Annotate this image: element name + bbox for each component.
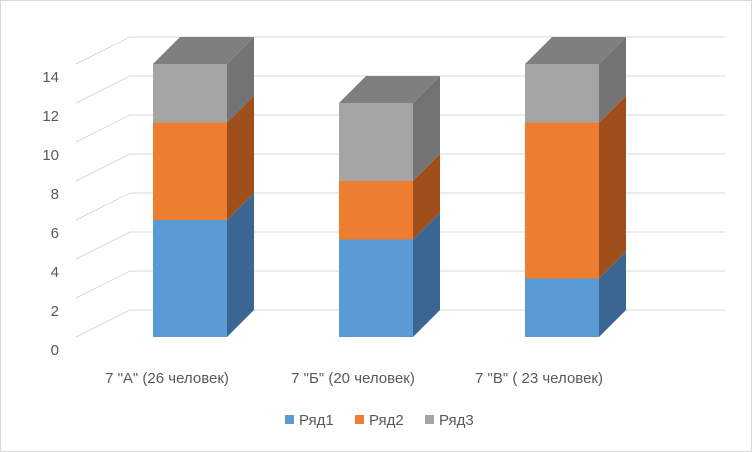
- bar-3-3-side: [599, 37, 626, 123]
- bar-top-2: [339, 76, 440, 103]
- category-label-3: 7 "В" ( 23 человек): [475, 370, 603, 387]
- bar-2-1-front: [153, 122, 227, 220]
- gridline-14: [75, 36, 725, 65]
- legend: Ряд1 Ряд2 Ряд3: [285, 412, 474, 429]
- bar-2-3-side: [599, 95, 626, 279]
- y-tick-label-0: 0: [51, 342, 59, 359]
- bar-1-2-side: [413, 212, 440, 337]
- y-tick-label-8: 8: [51, 186, 59, 203]
- gridlines: [75, 36, 725, 338]
- bar-2-3-front: [525, 122, 599, 279]
- bar-stack-1: [153, 37, 254, 337]
- legend-swatch-2: [355, 415, 364, 424]
- bar-2-2-side: [413, 154, 440, 240]
- bar-3-3-front: [525, 64, 599, 123]
- bars: [153, 37, 626, 337]
- legend-label-3: Ряд3: [439, 412, 474, 429]
- y-axis-tick-labels: 0 2 4 6 8 10 12 14: [42, 69, 59, 359]
- x-axis-category-labels: 7 "А" (26 человек) 7 "Б" (20 человек) 7 "В…: [105, 370, 603, 387]
- bar-2-1-side: [227, 95, 254, 220]
- y-tick-label-12: 12: [42, 108, 59, 125]
- bar-stack-2: [339, 76, 440, 337]
- bar-top-1: [153, 37, 254, 64]
- bar-1-1-front: [153, 220, 227, 337]
- bar-1-2-front: [339, 239, 413, 337]
- legend-label-1: Ряд1: [299, 412, 334, 429]
- y-tick-label-10: 10: [42, 147, 59, 164]
- bar-stack-3: [525, 37, 626, 337]
- bar-3-1-side: [227, 37, 254, 123]
- bar-3-2-side: [413, 76, 440, 181]
- bar-top-3: [525, 37, 626, 64]
- y-tick-label-4: 4: [51, 264, 59, 281]
- legend-label-2: Ряд2: [369, 412, 404, 429]
- y-tick-label-2: 2: [51, 303, 59, 320]
- legend-swatch-1: [285, 415, 294, 424]
- bar-1-3-side: [599, 251, 626, 337]
- bar-1-3-front: [525, 278, 599, 337]
- legend-swatch-3: [425, 415, 434, 424]
- bar-3-2-front: [339, 103, 413, 181]
- category-label-2: 7 "Б" (20 человек): [291, 370, 415, 387]
- bar-2-2-front: [339, 181, 413, 240]
- y-tick-label-6: 6: [51, 225, 59, 242]
- category-label-1: 7 "А" (26 человек): [105, 370, 229, 387]
- y-tick-label-14: 14: [42, 69, 59, 86]
- bar-1-1-side: [227, 193, 254, 337]
- bar-3-1-front: [153, 64, 227, 123]
